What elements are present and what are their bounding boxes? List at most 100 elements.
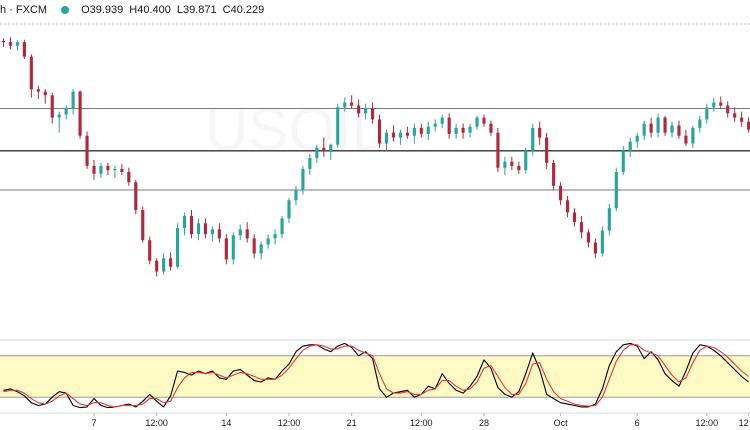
candle[interactable] bbox=[503, 156, 507, 175]
candle[interactable] bbox=[294, 185, 298, 206]
candle[interactable] bbox=[29, 54, 33, 98]
candle[interactable] bbox=[85, 131, 89, 169]
candle[interactable] bbox=[64, 105, 68, 120]
candle[interactable] bbox=[99, 162, 103, 178]
candle[interactable] bbox=[231, 232, 235, 265]
candle[interactable] bbox=[370, 102, 375, 124]
candle[interactable] bbox=[78, 90, 82, 139]
candle[interactable] bbox=[642, 120, 646, 140]
candle[interactable] bbox=[552, 159, 556, 191]
candle[interactable] bbox=[43, 89, 47, 104]
candle[interactable] bbox=[649, 117, 653, 138]
candle[interactable] bbox=[357, 99, 361, 118]
candle[interactable] bbox=[224, 234, 228, 265]
candle[interactable] bbox=[712, 97, 716, 112]
candle[interactable] bbox=[169, 252, 173, 271]
candle[interactable] bbox=[336, 103, 340, 148]
candle[interactable] bbox=[607, 203, 611, 236]
candle[interactable] bbox=[377, 114, 382, 148]
candle[interactable] bbox=[433, 119, 437, 132]
candle[interactable] bbox=[524, 147, 528, 174]
candle[interactable] bbox=[496, 127, 500, 172]
candle[interactable] bbox=[210, 226, 214, 242]
candle[interactable] bbox=[22, 39, 26, 60]
candle[interactable] bbox=[698, 115, 702, 133]
candle[interactable] bbox=[384, 129, 389, 151]
candle[interactable] bbox=[677, 120, 681, 139]
candle[interactable] bbox=[141, 206, 145, 243]
candle[interactable] bbox=[670, 121, 674, 138]
candle[interactable] bbox=[733, 107, 737, 122]
candle[interactable] bbox=[280, 216, 284, 239]
candle[interactable] bbox=[1, 38, 6, 47]
candle[interactable] bbox=[245, 222, 249, 243]
candle[interactable] bbox=[238, 224, 242, 241]
candle[interactable] bbox=[684, 129, 688, 146]
candle[interactable] bbox=[148, 236, 152, 265]
candle[interactable] bbox=[322, 137, 326, 157]
candle[interactable] bbox=[635, 132, 639, 148]
candle[interactable] bbox=[489, 120, 493, 136]
candle[interactable] bbox=[176, 223, 180, 269]
candle[interactable] bbox=[475, 115, 479, 130]
candle[interactable] bbox=[50, 92, 54, 124]
candle[interactable] bbox=[315, 144, 319, 163]
candle[interactable] bbox=[600, 226, 604, 257]
candle[interactable] bbox=[510, 156, 514, 171]
candle[interactable] bbox=[252, 234, 256, 259]
candle[interactable] bbox=[412, 123, 416, 144]
candle[interactable] bbox=[391, 125, 396, 142]
candle[interactable] bbox=[36, 85, 40, 99]
candle[interactable] bbox=[155, 258, 159, 277]
candle[interactable] bbox=[740, 111, 744, 127]
candle[interactable] bbox=[308, 153, 312, 175]
candle[interactable] bbox=[329, 143, 333, 160]
candle[interactable] bbox=[447, 113, 451, 139]
candle[interactable] bbox=[343, 97, 347, 112]
candle[interactable] bbox=[106, 162, 110, 175]
candle[interactable] bbox=[301, 165, 305, 195]
candle[interactable] bbox=[273, 229, 277, 245]
candle[interactable] bbox=[189, 209, 194, 239]
candle[interactable] bbox=[538, 121, 542, 145]
candle[interactable] bbox=[419, 123, 423, 138]
candle[interactable] bbox=[545, 132, 549, 169]
candle[interactable] bbox=[691, 125, 695, 148]
candle[interactable] bbox=[266, 234, 270, 249]
candle[interactable] bbox=[656, 113, 660, 138]
candle[interactable] bbox=[461, 123, 465, 139]
candle[interactable] bbox=[398, 129, 402, 145]
candle[interactable] bbox=[593, 238, 597, 259]
candle[interactable] bbox=[440, 114, 444, 128]
candle[interactable] bbox=[747, 117, 750, 133]
candle[interactable] bbox=[8, 37, 13, 50]
candle[interactable] bbox=[559, 182, 563, 206]
candle[interactable] bbox=[113, 165, 117, 178]
candle[interactable] bbox=[134, 179, 138, 215]
candle[interactable] bbox=[203, 218, 207, 239]
candle[interactable] bbox=[663, 115, 667, 136]
candle[interactable] bbox=[468, 123, 472, 138]
candle[interactable] bbox=[92, 159, 96, 180]
candle[interactable] bbox=[405, 126, 409, 139]
candle[interactable] bbox=[71, 89, 75, 115]
candle[interactable] bbox=[579, 216, 584, 239]
candle[interactable] bbox=[127, 167, 131, 186]
candle[interactable] bbox=[517, 161, 521, 174]
candle[interactable] bbox=[565, 196, 570, 218]
candle[interactable] bbox=[621, 145, 625, 175]
candle[interactable] bbox=[426, 121, 430, 140]
candle[interactable] bbox=[162, 253, 166, 275]
candle[interactable] bbox=[628, 137, 632, 157]
candle[interactable] bbox=[120, 164, 124, 175]
candle[interactable] bbox=[57, 111, 61, 133]
candle[interactable] bbox=[364, 103, 368, 120]
candle[interactable] bbox=[15, 40, 19, 51]
candle[interactable] bbox=[719, 96, 723, 109]
candle[interactable] bbox=[196, 218, 201, 241]
candle[interactable] bbox=[259, 241, 263, 260]
candle[interactable] bbox=[350, 95, 354, 109]
candle[interactable] bbox=[531, 123, 535, 156]
candle[interactable] bbox=[586, 229, 591, 248]
